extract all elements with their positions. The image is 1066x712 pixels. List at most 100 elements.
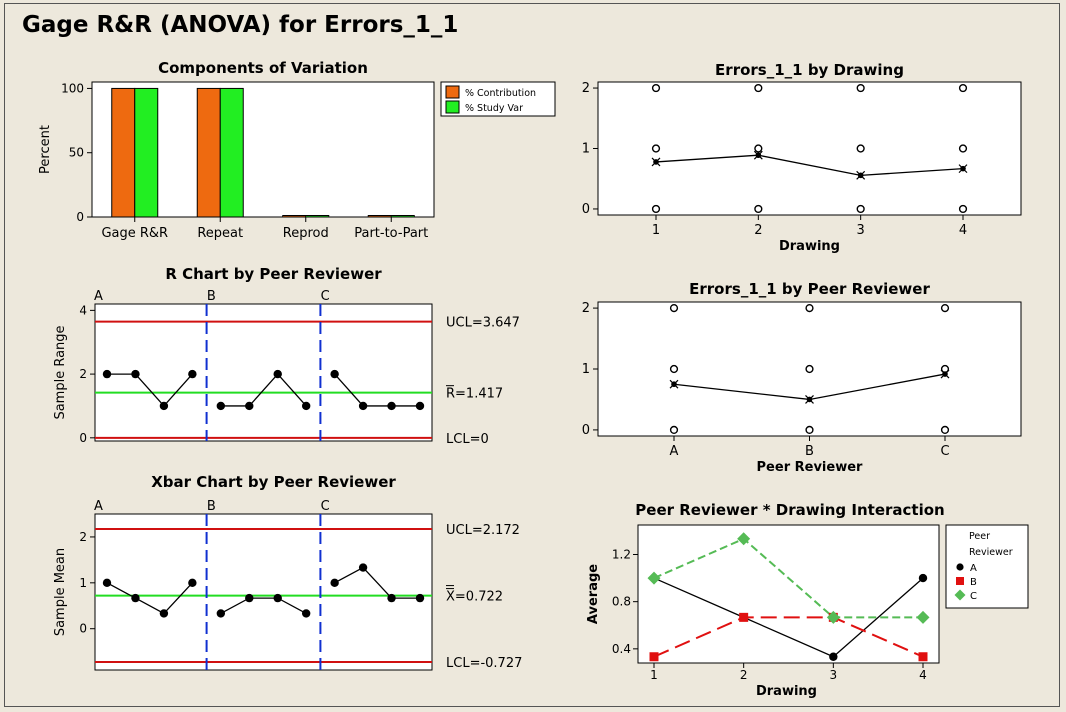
xbar-point [415, 593, 425, 603]
components-bar [390, 215, 415, 218]
xbar-point [131, 593, 140, 603]
bydrawing-point [856, 83, 865, 93]
byreviewer-point [940, 303, 950, 313]
components-ytick-label: 0 [76, 210, 84, 224]
interaction-point [918, 573, 928, 583]
bydrawing-point [651, 83, 661, 93]
components-xtick-label: Repeat [197, 226, 243, 241]
components-bar [111, 87, 136, 218]
components-xtick-label: Reprod [283, 226, 329, 241]
byreviewer-point [805, 303, 814, 313]
interaction-xtick-label: 1 [650, 668, 658, 682]
xbar-point [330, 578, 339, 588]
components-ytick-label: 50 [69, 146, 84, 160]
rchart-series-line [107, 373, 193, 407]
rchart-point [102, 369, 112, 379]
rchart-point [415, 401, 425, 411]
components-ylabel: Percent [38, 125, 53, 174]
interaction-xlabel: Drawing [756, 684, 817, 699]
xbar-point [102, 578, 112, 588]
byreviewer-ytick-label: 2 [582, 301, 590, 316]
bydrawing-mean-marker [651, 157, 661, 167]
interaction-legend-title: Peer [969, 531, 990, 542]
bydrawing-point [958, 144, 968, 153]
rchart-point [330, 369, 339, 379]
byreviewer-mean-marker [805, 395, 814, 404]
byreviewer-point [940, 425, 950, 435]
xbar-ytick-label: 0 [79, 622, 87, 636]
interaction-point [737, 532, 751, 546]
rchart-title: R Chart by Peer Reviewer [165, 265, 382, 283]
rchart-group-label: C [321, 289, 330, 304]
interaction-point [826, 610, 840, 624]
bydrawing-ytick-label: 1 [582, 142, 590, 157]
interaction-point [916, 610, 930, 624]
byreviewer-xtick-label: C [940, 444, 949, 459]
xbar-ylabel: Sample Mean [53, 548, 68, 636]
page-title: Gage R&R (ANOVA) for Errors_1_1 [22, 12, 459, 38]
byreviewer-point [805, 364, 814, 374]
interaction-legend-marker [954, 589, 966, 601]
components-legend-label: % Contribution [465, 88, 536, 99]
byreviewer-xtick-label: B [805, 444, 814, 459]
bydrawing-mean-marker [753, 150, 763, 160]
bydrawing-point [958, 83, 968, 93]
interaction-ytick-label: 0.4 [612, 642, 631, 656]
rchart-ylabel: Sample Range [53, 325, 68, 419]
bydrawing-mean-line [655, 154, 964, 176]
rchart-point [159, 401, 169, 411]
xbar-lcl-label: LCL=-0.727 [446, 656, 522, 671]
rchart-center-label: R=1.417 [446, 387, 503, 402]
bydrawing-point [754, 204, 763, 214]
xbar-ytick-label: 1 [79, 576, 87, 590]
components-legend-swatch [445, 85, 460, 99]
interaction-point [649, 652, 659, 662]
components-xtick-label: Gage R&R [101, 226, 168, 241]
rchart-lcl-label: LCL=0 [446, 432, 489, 447]
interaction-series-line [653, 616, 924, 658]
bydrawing-xlabel: Drawing [779, 239, 840, 254]
interaction-legend-title: Reviewer [969, 547, 1013, 558]
bydrawing-point [651, 204, 661, 214]
rchart-ytick-label: 0 [79, 431, 87, 445]
bydrawing-title: Errors_1_1 by Drawing [715, 61, 904, 79]
xbar-point [245, 593, 254, 603]
byreviewer-point [669, 425, 679, 435]
rchart-series-line [334, 373, 420, 407]
bydrawing-point [958, 204, 968, 214]
interaction-ytick-label: 0.8 [612, 595, 631, 609]
components-xtick-label: Part-to-Part [354, 226, 428, 241]
xbar-group-label: A [94, 499, 103, 514]
rchart-ytick-label: 4 [79, 303, 87, 317]
rchart-point [131, 369, 140, 379]
rchart-point [245, 401, 254, 411]
byreviewer-point [669, 364, 679, 374]
byreviewer-point [669, 303, 679, 313]
xbar-point [188, 578, 197, 588]
bydrawing-xtick-label: 3 [857, 223, 865, 238]
interaction-ylabel: Average [586, 564, 601, 624]
rchart-plot-area [94, 303, 433, 442]
xbar-series-line [106, 582, 193, 615]
rchart-point [273, 369, 282, 379]
bydrawing-mean-marker [958, 164, 968, 174]
interaction-point [647, 571, 661, 585]
components-legend [440, 81, 556, 117]
interaction-legend-label: C [970, 591, 977, 602]
bydrawing-mean-marker [856, 170, 866, 180]
xbar-point [159, 609, 169, 618]
interaction-ytick-label: 1.2 [612, 547, 631, 561]
interaction-title: Peer Reviewer * Drawing Interaction [635, 501, 944, 519]
xbar-point [216, 609, 226, 618]
interaction-legend-marker [956, 563, 964, 571]
components-bar [196, 87, 221, 218]
components-title: Components of Variation [158, 59, 368, 77]
xbar-title: Xbar Chart by Peer Reviewer [151, 473, 396, 491]
rchart-ytick-label: 2 [79, 367, 87, 381]
rchart-point [216, 401, 226, 411]
rchart-group-label: B [207, 289, 216, 304]
bydrawing-point [856, 204, 865, 214]
components-legend-label: % Study Var [465, 103, 523, 114]
rchart-point [387, 401, 396, 411]
bydrawing-point [754, 83, 763, 93]
